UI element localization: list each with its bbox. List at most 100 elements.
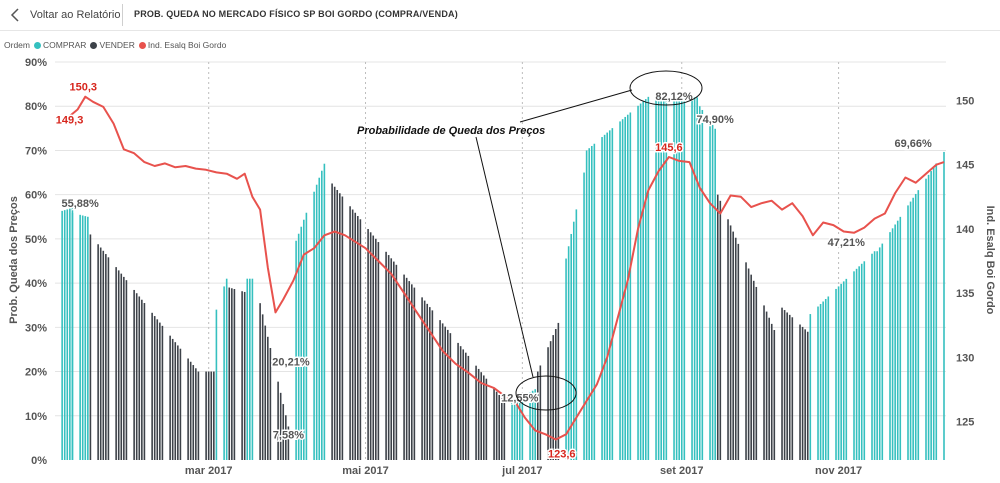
probability-bar	[99, 247, 102, 460]
probability-bar	[896, 220, 899, 460]
y2-tick-label: 150	[956, 96, 974, 108]
probability-bar	[482, 375, 485, 460]
probability-bar	[822, 301, 824, 460]
back-to-report-button[interactable]: Voltar ao Relatório	[8, 6, 121, 24]
probability-bar	[369, 232, 372, 460]
probability-bar	[842, 281, 845, 460]
probability-bar	[621, 119, 624, 461]
probability-bar	[873, 251, 876, 460]
probability-bar	[680, 97, 683, 460]
back-label: Voltar ao Relatório	[30, 9, 121, 21]
probability-bar	[313, 191, 315, 461]
y2-tick-label: 140	[956, 224, 974, 236]
probability-bar	[179, 348, 182, 460]
probability-bar	[860, 263, 863, 460]
probability-bar	[549, 341, 552, 460]
y-tick-label: 50%	[25, 234, 47, 246]
probability-bar	[413, 287, 416, 460]
probability-bar	[428, 307, 431, 460]
probability-bar	[177, 345, 179, 460]
probability-bar	[431, 310, 434, 460]
probability-bar	[673, 97, 675, 461]
legend-label-index: Ind. Esalq Boi Gordo	[147, 40, 227, 50]
probability-bar	[781, 307, 783, 460]
legend-dot-index	[138, 41, 146, 49]
page-title: PROB. QUEDA NO MERCADO FÍSICO SP BOI GOR…	[134, 9, 458, 19]
probability-bar	[745, 262, 747, 460]
probability-bar	[809, 314, 812, 460]
probability-bar	[930, 171, 932, 460]
probability-bar	[169, 335, 171, 460]
annotation-pointer-bottom	[475, 136, 534, 378]
y-tick-label: 70%	[25, 145, 47, 157]
probability-bar	[637, 105, 639, 460]
probability-bar	[357, 216, 359, 460]
probability-bar	[644, 99, 647, 461]
y2-tick-label: 130	[956, 352, 974, 364]
probability-bar	[189, 361, 192, 460]
probability-bar	[195, 368, 197, 460]
probability-bar	[408, 281, 411, 460]
probability-bar	[521, 396, 524, 460]
probability-bar	[585, 150, 588, 460]
probability-bar	[441, 323, 444, 460]
probability-bar	[534, 389, 537, 460]
y-tick-label: 30%	[25, 322, 47, 334]
probability-bar	[233, 289, 236, 460]
probability-bar	[403, 274, 405, 460]
probability-bar	[498, 394, 501, 460]
probability-bar	[303, 219, 305, 460]
probability-bar	[269, 348, 272, 460]
probability-bar	[349, 206, 351, 460]
probability-bar	[395, 264, 398, 460]
probability-bar	[932, 167, 935, 460]
probability-bar	[285, 415, 287, 460]
probability-bar	[909, 201, 912, 460]
probability-bar	[493, 388, 495, 460]
probability-bar	[475, 365, 477, 460]
probability-bar	[899, 216, 902, 460]
chart-legend: Ordem COMPRAR VENDER Ind. Esalq Boi Gord…	[4, 39, 230, 51]
legend-item-vender[interactable]: VENDER	[90, 40, 135, 50]
probability-bar	[305, 212, 308, 460]
data-labels: 55,88% 20,21% 7,58% 12,55% 82,12% 74,90% 47,21…	[54, 80, 933, 462]
probability-bar	[819, 304, 822, 460]
probability-bar	[485, 378, 488, 460]
probability-bar	[927, 174, 930, 460]
probability-bar	[449, 333, 452, 460]
probability-bar	[251, 278, 254, 460]
probability-bar	[171, 338, 174, 460]
probability-bar	[799, 324, 801, 460]
probability-bar	[153, 316, 156, 460]
probability-bar	[161, 325, 164, 460]
probability-bar	[61, 210, 63, 460]
y-tick-label: 80%	[25, 101, 47, 113]
probability-bar	[853, 271, 855, 460]
probability-bar	[84, 216, 87, 460]
probability-bar	[513, 401, 516, 460]
probability-bar	[871, 253, 873, 460]
probability-bar	[426, 303, 429, 460]
probability-bar	[914, 193, 917, 460]
probability-bar	[727, 219, 729, 460]
probability-data-label: 20,21%	[272, 357, 310, 369]
probability-bar	[565, 258, 567, 460]
probability-bar	[657, 96, 660, 461]
index-data-label: 123,6	[548, 448, 576, 460]
legend-item-comprar[interactable]: COMPRAR	[33, 40, 86, 50]
probability-bar	[655, 96, 657, 461]
probability-bar	[390, 258, 393, 460]
probability-bar	[943, 151, 945, 460]
probability-bar	[603, 134, 606, 460]
annotation-ellipse-bottom	[515, 375, 577, 411]
y2-tick-label: 125	[956, 416, 974, 428]
probability-data-label: 69,66%	[894, 138, 932, 150]
probability-bar	[351, 209, 354, 460]
probability-bar	[863, 261, 866, 460]
probability-bar	[231, 288, 233, 460]
probability-data-label: 55,88%	[61, 198, 99, 210]
probability-bar	[315, 184, 318, 460]
probability-bar	[765, 311, 768, 460]
probability-bar	[63, 210, 66, 460]
legend-item-index[interactable]: Ind. Esalq Boi Gordo	[138, 40, 227, 50]
